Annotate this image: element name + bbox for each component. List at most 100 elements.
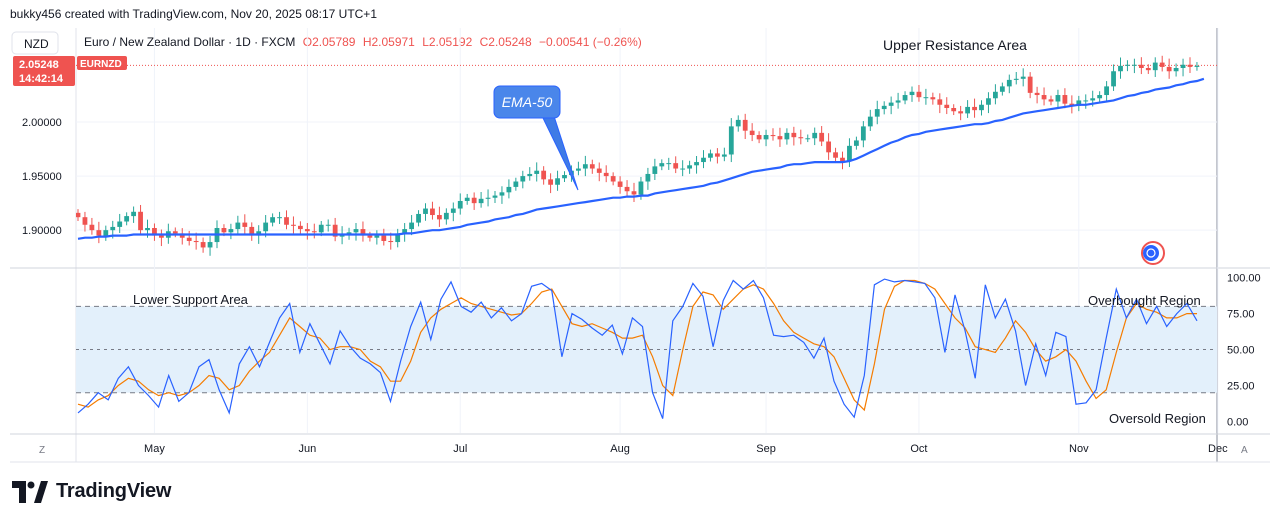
candle-body <box>76 212 81 218</box>
candle <box>1062 88 1068 109</box>
candle-body <box>506 186 512 193</box>
price-tag-symbol: EURNZD <box>80 59 122 70</box>
candle-body <box>249 226 255 236</box>
candle-body <box>117 221 123 227</box>
candle-body <box>1048 99 1054 102</box>
time-tick-label: Oct <box>910 443 927 455</box>
candle-body <box>555 178 560 185</box>
candle <box>520 170 526 189</box>
candle <box>860 121 866 148</box>
candle <box>937 93 943 114</box>
candle-body <box>513 181 519 187</box>
candle <box>1187 57 1193 73</box>
candle <box>457 193 463 215</box>
time-axis[interactable]: May Jun Jul Aug Sep Oct Nov Dec <box>144 443 1228 455</box>
candle-body <box>96 230 102 236</box>
candle <box>1055 89 1061 109</box>
candle-body <box>944 104 950 108</box>
time-tick-label: Aug <box>610 443 630 455</box>
stochastic-axis[interactable]: 0.00 25.00 50.00 75.00 100.00 <box>1227 273 1261 429</box>
candle <box>443 208 449 225</box>
candle <box>749 123 755 142</box>
candle <box>888 96 894 115</box>
stochastic-d-line <box>77 279 1197 412</box>
symbol-legend[interactable]: Euro / New Zealand Dollar · 1D · FXCM O2… <box>84 35 642 49</box>
candle-body <box>763 135 769 140</box>
candle <box>930 92 936 105</box>
candle <box>228 223 234 240</box>
candle <box>360 221 366 242</box>
candle-body <box>687 165 692 169</box>
indicator-badge-icon[interactable] <box>1141 241 1165 265</box>
candle <box>798 129 804 145</box>
candle-body <box>1104 86 1109 96</box>
candle-body <box>325 224 331 226</box>
candle-body <box>860 126 866 141</box>
candle <box>965 100 970 118</box>
candle-body <box>471 197 477 204</box>
candle <box>847 138 852 168</box>
candle-body <box>437 215 442 220</box>
candle-body <box>527 173 533 177</box>
candle-body <box>402 229 408 234</box>
candle-body <box>874 109 880 117</box>
candle <box>645 167 651 190</box>
candle-body <box>499 192 505 196</box>
auto-scale-right-button[interactable]: A <box>1241 445 1248 456</box>
candle <box>159 229 164 247</box>
candle <box>1069 95 1075 114</box>
currency-selector[interactable]: NZD <box>11 31 59 55</box>
candle-body <box>562 175 567 179</box>
legend-high: H2.05971 <box>363 35 415 49</box>
stochastic-tick-label: 25.00 <box>1227 381 1255 393</box>
candle-body <box>298 225 303 230</box>
candle <box>471 192 477 210</box>
price-axis[interactable]: 1.90000 1.95000 2.00000 <box>22 117 62 237</box>
candle <box>430 201 435 220</box>
candle-body <box>450 208 456 213</box>
candle <box>131 206 136 223</box>
candle-body <box>1006 79 1012 87</box>
candle <box>993 84 998 105</box>
candle-body <box>999 86 1005 92</box>
candle <box>186 230 192 246</box>
auto-scale-left-button[interactable]: Z <box>39 445 45 456</box>
candle <box>235 215 241 234</box>
time-tick-label: Dec <box>1208 443 1228 455</box>
candle-body <box>291 224 296 226</box>
candle-body <box>582 164 588 169</box>
candle-body <box>1034 92 1040 96</box>
price-tag: 2.05248 14:42:14 EURNZD <box>13 56 127 86</box>
candle <box>103 225 109 241</box>
candle <box>986 92 991 114</box>
candle-body <box>833 152 838 158</box>
candle <box>541 166 547 185</box>
candle <box>277 211 282 224</box>
candle-body <box>715 153 720 157</box>
candle-body <box>395 233 401 243</box>
candle-body <box>617 181 623 187</box>
candle-body <box>492 195 498 198</box>
candle <box>1076 95 1082 112</box>
candle-body <box>1180 64 1186 68</box>
candle-body <box>374 235 380 238</box>
candle <box>437 206 442 227</box>
candle-body <box>360 229 366 236</box>
candle-body <box>701 157 706 163</box>
candle <box>833 147 838 164</box>
candle <box>1083 94 1089 109</box>
tradingview-logo[interactable]: TradingView <box>12 480 171 503</box>
candle <box>1159 55 1165 72</box>
candle-body <box>318 224 324 233</box>
candle <box>826 133 831 160</box>
candle <box>200 237 206 253</box>
candle <box>756 131 762 144</box>
candle <box>701 150 706 169</box>
candle <box>1125 60 1130 72</box>
candle <box>548 173 553 194</box>
candle-body <box>311 231 317 233</box>
candle <box>381 228 387 246</box>
candle <box>124 212 130 226</box>
candle-body <box>367 235 373 238</box>
